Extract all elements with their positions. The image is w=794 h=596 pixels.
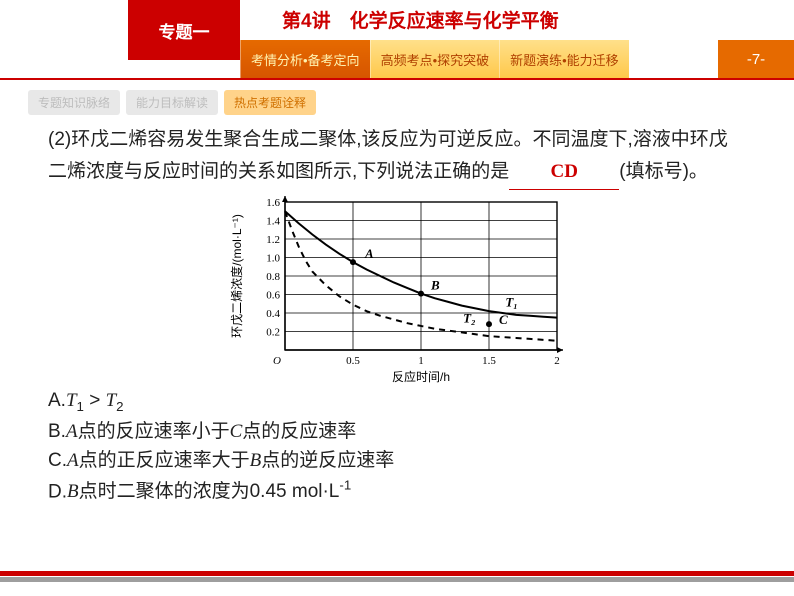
svg-text:1.2: 1.2 bbox=[266, 234, 280, 246]
svg-text:0.5: 0.5 bbox=[346, 355, 360, 367]
svg-text:2: 2 bbox=[554, 355, 560, 367]
page-indicator: -7- bbox=[718, 40, 794, 78]
svg-text:T₂: T₂ bbox=[463, 310, 475, 325]
svg-text:1: 1 bbox=[418, 355, 424, 367]
svg-text:T₁: T₁ bbox=[505, 294, 517, 309]
content-area: (2)环戊二烯容易发生聚合生成二聚体,该反应为可逆反应。不同温度下,溶液中环戊二… bbox=[48, 124, 746, 507]
svg-text:1.4: 1.4 bbox=[266, 215, 280, 227]
svg-text:1.0: 1.0 bbox=[266, 252, 280, 264]
subtab-hot[interactable]: 热点考题诠释 bbox=[224, 90, 316, 115]
svg-text:A: A bbox=[364, 246, 374, 261]
svg-text:0.4: 0.4 bbox=[266, 308, 280, 320]
subtab-row: 专题知识脉络 能力目标解读 热点考题诠释 bbox=[28, 90, 316, 115]
header-bar: 专题一 第4讲 化学反应速率与化学平衡 考情分析•备考定向 高频考点•探究突破 … bbox=[0, 0, 794, 80]
lecture-title: 第4讲 化学反应速率与化学平衡 bbox=[282, 6, 559, 33]
tab-newq[interactable]: 新题演练•能力迁移 bbox=[499, 40, 629, 78]
question-text: (2)环戊二烯容易发生聚合生成二聚体,该反应为可逆反应。不同温度下,溶液中环戊二… bbox=[48, 124, 746, 190]
option-a: A.T1 > T2 bbox=[48, 386, 746, 417]
svg-text:0.6: 0.6 bbox=[266, 289, 280, 301]
option-d-body: B点时二聚体的浓度为0.45 mol·L-1 bbox=[67, 481, 351, 502]
subtab-ability[interactable]: 能力目标解读 bbox=[126, 90, 218, 115]
concentration-chart: O 0.5 1 1.5 2 0.2 0.4 0.6 0.8 1.0 1.2 1.4 1.6 反应时间/h 环… bbox=[227, 194, 567, 384]
topic-label: 专题一 bbox=[159, 18, 210, 43]
subtab-knowledge[interactable]: 专题知识脉络 bbox=[28, 90, 120, 115]
option-c: C.A点的正反应速率大于B点的逆反应速率 bbox=[48, 446, 746, 475]
svg-text:1.5: 1.5 bbox=[482, 355, 496, 367]
svg-text:反应时间/h: 反应时间/h bbox=[392, 369, 450, 384]
answer-value: CD bbox=[551, 161, 578, 182]
tab-analysis[interactable]: 考情分析•备考定向 bbox=[240, 40, 370, 78]
svg-text:1.6: 1.6 bbox=[266, 197, 280, 209]
topic-badge: 专题一 bbox=[128, 0, 240, 60]
svg-text:B: B bbox=[430, 277, 440, 292]
chart-container: O 0.5 1 1.5 2 0.2 0.4 0.6 0.8 1.0 1.2 1.4 1.6 反应时间/h 环… bbox=[48, 194, 746, 384]
footer-red-line bbox=[0, 571, 794, 576]
footer-gray-line bbox=[0, 577, 794, 582]
tab-highfreq[interactable]: 高频考点•探究突破 bbox=[370, 40, 500, 78]
svg-text:环戊二烯浓度/(mol·L⁻¹): 环戊二烯浓度/(mol·L⁻¹) bbox=[229, 214, 244, 338]
option-d: D.B点时二聚体的浓度为0.45 mol·L-1 bbox=[48, 476, 746, 507]
option-b: B.A点的反应速率小于C点的反应速率 bbox=[48, 417, 746, 446]
svg-text:0.8: 0.8 bbox=[266, 271, 280, 283]
header-divider bbox=[0, 78, 794, 80]
answer-blank: CD bbox=[509, 156, 619, 189]
option-c-body: A点的正反应速率大于B点的逆反应速率 bbox=[67, 450, 394, 471]
option-a-body: T1 > T2 bbox=[66, 390, 124, 411]
svg-text:0.2: 0.2 bbox=[266, 326, 280, 338]
tab-row: 考情分析•备考定向 高频考点•探究突破 新题演练•能力迁移 bbox=[240, 40, 629, 78]
options-list: A.T1 > T2 B.A点的反应速率小于C点的反应速率 C.A点的正反应速率大… bbox=[48, 386, 746, 507]
svg-text:O: O bbox=[273, 355, 281, 367]
svg-text:C: C bbox=[499, 312, 508, 327]
option-b-body: A点的反应速率小于C点的反应速率 bbox=[66, 421, 356, 442]
